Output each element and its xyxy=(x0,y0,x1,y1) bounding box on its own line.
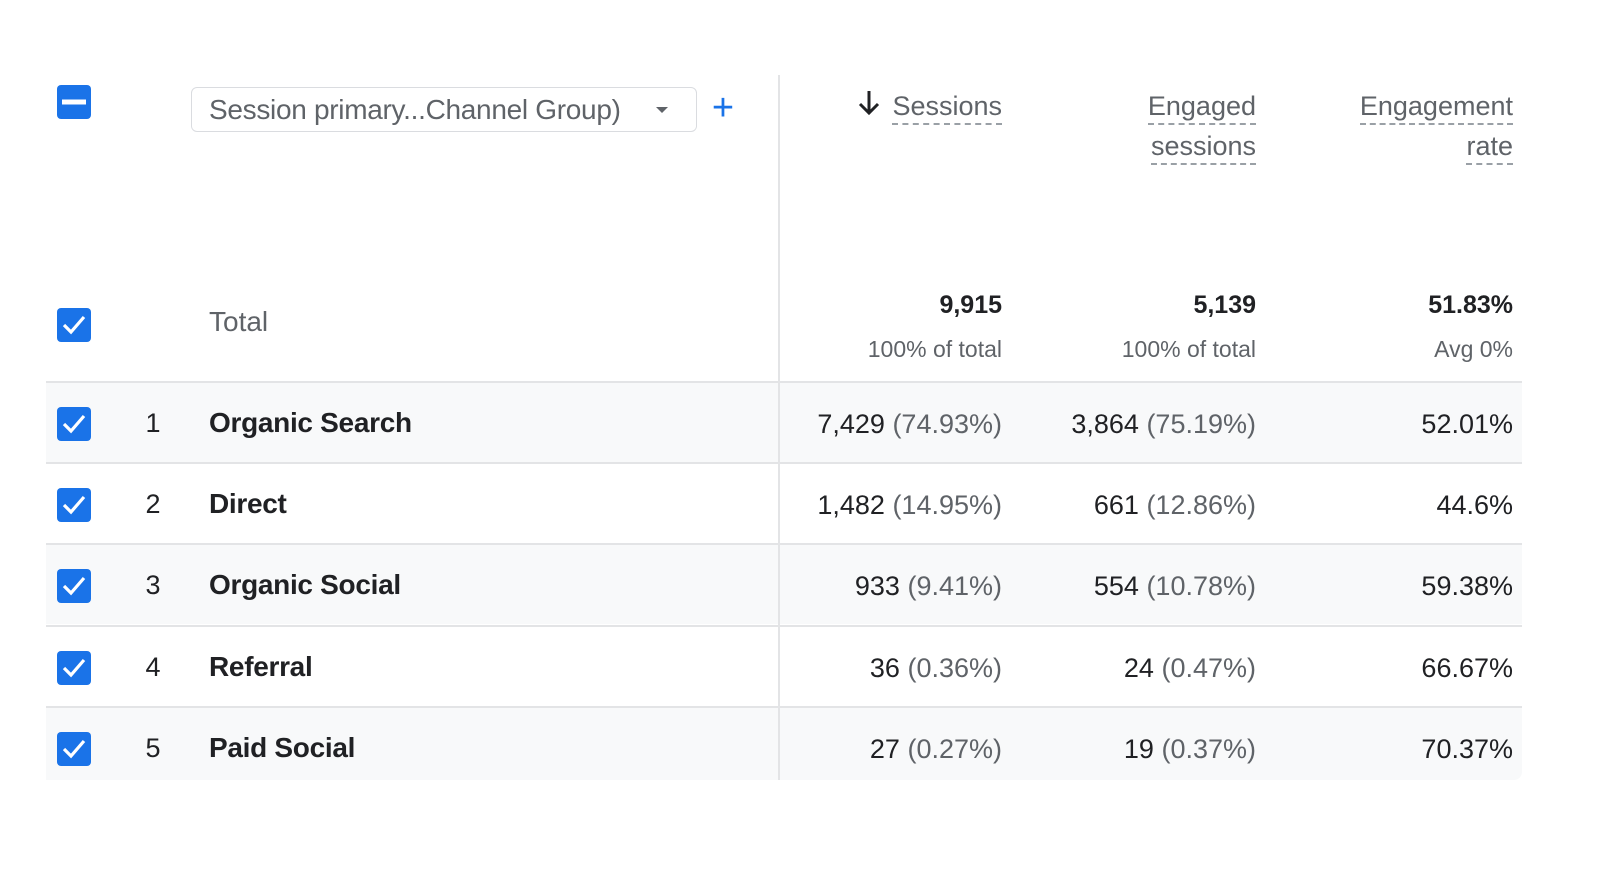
indeterminate-icon xyxy=(62,99,86,105)
column-header-engaged-sessions[interactable]: Engaged sessions xyxy=(1056,86,1256,166)
column-header-engagement-rate[interactable]: Engagement rate xyxy=(1300,86,1513,166)
row-channel: Direct xyxy=(209,488,287,519)
checkmark-icon xyxy=(62,495,86,515)
row-checkbox[interactable] xyxy=(57,732,91,766)
row-sessions: 27 (0.27%) xyxy=(869,734,1002,764)
row-rank: 1 xyxy=(145,408,161,438)
total-checkbox[interactable] xyxy=(57,308,91,342)
row-sessions: 36 (0.36%) xyxy=(869,653,1002,683)
column-header-sessions[interactable]: Sessions xyxy=(800,86,1002,126)
select-all-checkbox[interactable] xyxy=(57,85,91,119)
total-engagement-rate-sub: Avg 0% xyxy=(1434,336,1513,362)
row-channel: Organic Search xyxy=(209,407,412,438)
total-engagement-rate: 51.83% xyxy=(1428,291,1513,319)
column-divider-overlay xyxy=(778,75,780,780)
row-engaged-sessions: 3,864 (75.19%) xyxy=(1071,409,1256,439)
checkmark-icon xyxy=(62,658,86,678)
total-engaged-sessions: 5,139 xyxy=(1193,291,1256,319)
row-engaged-sessions: 24 (0.47%) xyxy=(1123,653,1256,683)
dimension-dropdown[interactable]: Session primary...Channel Group) xyxy=(191,87,697,132)
row-engagement-rate: 66.67% xyxy=(1421,653,1513,683)
total-label: Total xyxy=(209,306,269,337)
arrow-down-icon xyxy=(859,91,880,116)
row-sessions: 7,429 (74.93%) xyxy=(817,409,1002,439)
row-sessions: 933 (9.41%) xyxy=(854,571,1002,601)
table-row[interactable]: 5 Paid Social 27 (0.27%) 19 (0.37%) 70.3… xyxy=(46,706,1522,780)
checkmark-icon xyxy=(62,739,86,759)
checkmark-icon xyxy=(62,315,86,335)
row-sessions: 1,482 (14.95%) xyxy=(817,490,1002,520)
plus-icon: + xyxy=(711,87,735,129)
table-row[interactable]: 3 Organic Social 933 (9.41%) 554 (10.78%… xyxy=(46,543,1522,624)
add-dimension-button[interactable]: + xyxy=(708,88,738,128)
row-engaged-sessions: 554 (10.78%) xyxy=(1093,571,1256,601)
row-engagement-rate: 70.37% xyxy=(1421,734,1513,764)
total-sessions-sub: 100% of total xyxy=(867,336,1002,362)
row-rank: 5 xyxy=(145,733,161,763)
row-engagement-rate: 59.38% xyxy=(1421,571,1513,601)
table-row[interactable]: 2 Direct 1,482 (14.95%) 661 (12.86%) 44.… xyxy=(46,462,1522,543)
row-rank: 3 xyxy=(145,570,161,600)
row-channel: Paid Social xyxy=(209,732,356,763)
table-row[interactable]: 4 Referral 36 (0.36%) 24 (0.47%) 66.67% xyxy=(46,625,1522,706)
row-engaged-sessions: 661 (12.86%) xyxy=(1093,490,1256,520)
table-row[interactable]: 1 Organic Search 7,429 (74.93%) 3,864 (7… xyxy=(46,381,1522,462)
row-engagement-rate: 52.01% xyxy=(1421,409,1513,439)
total-engaged-sessions-sub: 100% of total xyxy=(1121,336,1256,362)
row-rank: 4 xyxy=(145,652,161,682)
checkmark-icon xyxy=(62,576,86,596)
row-engagement-rate: 44.6% xyxy=(1436,490,1513,520)
dimension-dropdown-label: Session primary...Channel Group) xyxy=(209,93,621,125)
row-checkbox[interactable] xyxy=(57,569,91,603)
row-channel: Referral xyxy=(209,651,313,682)
row-checkbox[interactable] xyxy=(57,488,91,522)
total-sessions: 9,915 xyxy=(939,291,1002,319)
row-checkbox[interactable] xyxy=(57,407,91,441)
row-engaged-sessions: 19 (0.37%) xyxy=(1123,734,1256,764)
caret-down-icon xyxy=(656,107,668,113)
row-checkbox[interactable] xyxy=(57,651,91,685)
checkmark-icon xyxy=(62,414,86,434)
row-rank: 2 xyxy=(145,489,161,519)
row-channel: Organic Social xyxy=(209,569,401,600)
